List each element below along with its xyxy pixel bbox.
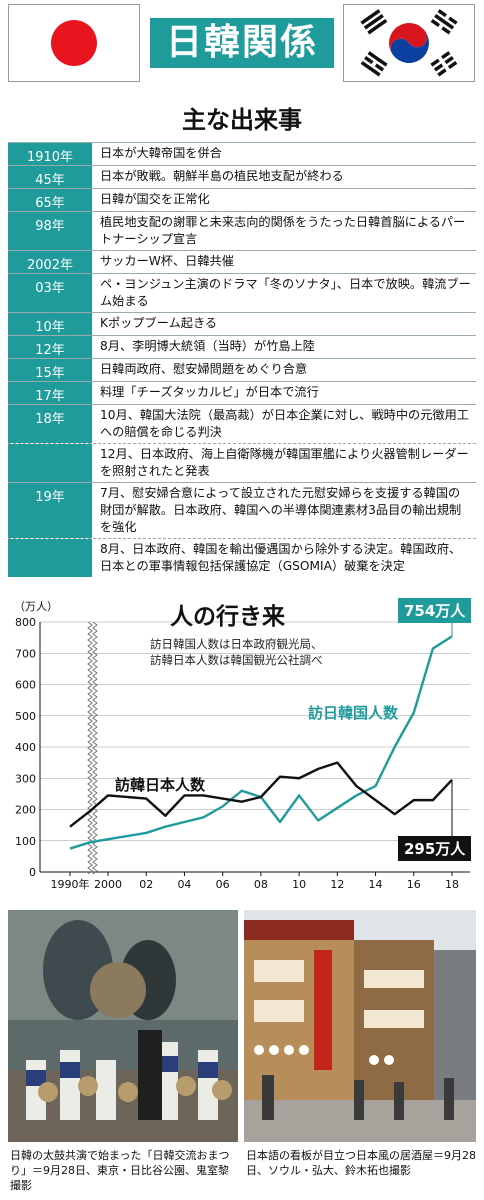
y-tick-label: 700: [15, 647, 36, 660]
travel-chart: 0 100 200 300 400 500 600 700 800 1990年 2000 02 04 06…: [0, 592, 484, 902]
y-tick-label: 300: [15, 772, 36, 785]
y-tick-label: 600: [15, 679, 36, 692]
event-year: 15年: [8, 359, 92, 381]
event-row: 10年 Kポップブーム起きる: [8, 312, 476, 335]
event-row: 18年 10月、韓国大法院（最高裁）が日本企業に対し、戦時中の元徴用工への賠償を命…: [8, 404, 476, 443]
event-year: 65年: [8, 189, 92, 211]
event-row: 03年 ペ・ヨンジュン主演のドラマ「冬のソナタ」、日本で放映。韓流ブーム始まる: [8, 273, 476, 312]
x-tick-label: 12: [330, 878, 344, 891]
event-text: 7月、慰安婦合意によって設立された元慰安婦らを支援する韓国の財団が解散。日本政府…: [92, 483, 476, 538]
korea-flag-icon: [343, 4, 475, 82]
event-row: 12年 8月、李明博大統領（当時）が竹島上陸: [8, 335, 476, 358]
event-row: 19年 7月、慰安婦合意によって設立された元慰安婦らを支援する韓国の財団が解散。日…: [8, 482, 476, 538]
event-year: 03年: [8, 274, 92, 312]
y-tick-label: 800: [15, 616, 36, 629]
x-tick-label: 2000: [94, 878, 122, 891]
page-title: 日韓関係: [150, 18, 334, 68]
header: 日韓関係: [0, 0, 484, 84]
event-text: 日韓が国交を正常化: [92, 189, 476, 211]
event-row: 8月、日本政府、韓国を輸出優遇国から除外する決定。韓国政府、日本との軍事情報包括…: [8, 538, 476, 577]
event-text: 8月、李明博大統領（当時）が竹島上陸: [92, 336, 476, 358]
event-text: ペ・ヨンジュン主演のドラマ「冬のソナタ」、日本で放映。韓流ブーム始まる: [92, 274, 476, 312]
x-tick-label: 02: [139, 878, 153, 891]
axis-break-mark: [87, 621, 93, 875]
event-year: 18年: [8, 405, 92, 443]
event-row: 15年 日韓両政府、慰安婦問題をめぐり合意: [8, 358, 476, 381]
callout-korean-visitors: 754万人: [398, 598, 472, 623]
event-year: 98年: [8, 212, 92, 250]
event-text: 8月、日本政府、韓国を輸出優遇国から除外する決定。韓国政府、日本との軍事情報包括…: [92, 539, 476, 577]
x-tick-label: 16: [407, 878, 421, 891]
event-year: [8, 444, 92, 482]
event-text: 植民地支配の謝罪と未来志向的関係をうたった日韓首脳によるパートナーシップ宣言: [92, 212, 476, 250]
y-tick-label: 0: [29, 866, 36, 879]
event-row: 12月、日本政府、海上自衛隊機が韓国軍艦により火器管制レーダーを照射されたと発表: [8, 443, 476, 482]
x-tick-label: 06: [216, 878, 230, 891]
x-tick-label: 18: [445, 878, 459, 891]
travel-chart-svg: 0 100 200 300 400 500 600 700 800 1990年 2000 02 04 06…: [15, 616, 470, 891]
event-year: 12年: [8, 336, 92, 358]
series-line-japanese-visitors: [69, 761, 453, 828]
y-tick-label: 200: [15, 804, 36, 817]
event-text: 12月、日本政府、海上自衛隊機が韓国軍艦により火器管制レーダーを照射されたと発表: [92, 444, 476, 482]
event-year: 19年: [8, 483, 92, 538]
event-text: 日韓両政府、慰安婦問題をめぐり合意: [92, 359, 476, 381]
chart-title: 人の行き来: [170, 604, 285, 630]
y-tick-label: 100: [15, 835, 36, 848]
y-tick-label: 400: [15, 741, 36, 754]
photo-caption-left: 日韓の太鼓共演で始まった「日韓交流おまつり」＝9月28日、東京・日比谷公園、鬼室…: [10, 1149, 230, 1192]
x-tick-label: 14: [369, 878, 383, 891]
x-tick-label: 10: [292, 878, 306, 891]
series-line-korean-visitors: [69, 635, 453, 850]
event-row: 45年 日本が敗戦。朝鮮半島の植民地支配が終わる: [8, 165, 476, 188]
event-text: サッカーW杯、日韓共催: [92, 251, 476, 273]
event-year: 2002年: [8, 251, 92, 273]
chart-note: 訪日韓国人数は日本政府観光局、: [150, 637, 323, 651]
series-label-japanese-visitors: 訪韓日本人数: [115, 776, 206, 794]
event-row: 17年 料理「チーズタッカルビ」が日本で流行: [8, 381, 476, 404]
event-row: 2002年 サッカーW杯、日韓共催: [8, 250, 476, 273]
y-axis-unit: （万人）: [14, 600, 58, 613]
event-row: 1910年 日本が大韓帝国を併合: [8, 142, 476, 165]
x-tick-label: 1990年: [51, 877, 90, 891]
event-year: 10年: [8, 313, 92, 335]
japan-flag-icon: [8, 4, 140, 82]
callout-japanese-visitors: 295万人: [398, 836, 472, 861]
event-year: [8, 539, 92, 577]
event-text: 10月、韓国大法院（最高裁）が日本企業に対し、戦時中の元徴用工への賠償を命じる判…: [92, 405, 476, 443]
event-row: 65年 日韓が国交を正常化: [8, 188, 476, 211]
x-tick-label: 04: [177, 878, 191, 891]
event-text: 料理「チーズタッカルビ」が日本で流行: [92, 382, 476, 404]
photo-drum-festival: [8, 910, 238, 1142]
event-text: Kポップブーム起きる: [92, 313, 476, 335]
chart-note: 訪韓日本人数は韓国観光公社調べ: [150, 653, 323, 667]
event-year: 1910年: [8, 143, 92, 165]
event-text: 日本が敗戦。朝鮮半島の植民地支配が終わる: [92, 166, 476, 188]
x-tick-label: 08: [254, 878, 268, 891]
event-year: 17年: [8, 382, 92, 404]
events-table: 1910年 日本が大韓帝国を併合 45年 日本が敗戦。朝鮮半島の植民地支配が終わる 65…: [8, 142, 476, 577]
event-year: 45年: [8, 166, 92, 188]
events-title: 主な出来事: [182, 106, 302, 134]
event-row: 98年 植民地支配の謝罪と未来志向的関係をうたった日韓首脳によるパートナーシップ宣…: [8, 211, 476, 250]
axis-break-mark: [92, 621, 98, 875]
y-tick-label: 500: [15, 710, 36, 723]
series-label-korean-visitors: 訪日韓国人数: [308, 704, 399, 722]
photo-caption-right: 日本語の看板が目立つ日本風の居酒屋＝9月28日、ソウル・弘大、鈴木拓也撮影: [246, 1149, 476, 1177]
photo-izakaya-street: [244, 910, 476, 1142]
event-text: 日本が大韓帝国を併合: [92, 143, 476, 165]
